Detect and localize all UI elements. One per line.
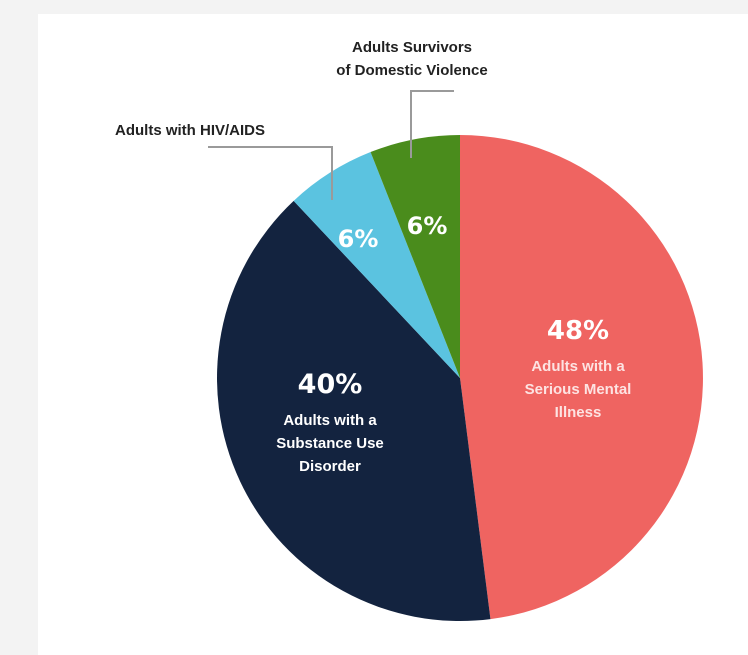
pie-slice-domestic-violence <box>370 135 460 378</box>
slice-label-hiv-aids: Adults with HIV/AIDS <box>115 122 265 139</box>
slice-label-substance-use-disorder-line1: Adults with a <box>283 412 377 429</box>
slice-label-serious-mental-illness-line1: Adults with a <box>531 358 625 375</box>
pie-slice-serious-mental-illness <box>460 135 703 620</box>
slice-label-domestic-violence-line2: of Domestic Violence <box>336 62 487 79</box>
slice-value-label-substance-use-disorder: 40% <box>298 369 363 400</box>
slice-value-label-domestic-violence: 6% <box>407 212 448 240</box>
leader-lines <box>208 90 454 200</box>
pie-slice-substance-use-disorder <box>217 200 491 621</box>
slice-label-serious-mental-illness-line3: Illness <box>555 404 602 421</box>
slice-label-serious-mental-illness-line2: Serious Mental <box>525 381 632 398</box>
pie-slices <box>217 135 703 621</box>
slice-labels: 48% Adults with a Serious Mental Illness… <box>115 39 631 475</box>
slice-value-label-serious-mental-illness: 48% <box>547 316 609 346</box>
slice-label-substance-use-disorder-line3: Disorder <box>299 458 361 475</box>
slice-label-domestic-violence-line1: Adults Survivors <box>352 39 472 56</box>
slice-label-substance-use-disorder-line2: Substance Use <box>276 435 384 452</box>
leader-line-hiv <box>208 146 333 200</box>
pie-slice-hiv-aids <box>293 152 460 378</box>
slice-value-label-hiv-aids: 6% <box>338 225 379 253</box>
leader-line-domestic-violence <box>410 90 454 158</box>
